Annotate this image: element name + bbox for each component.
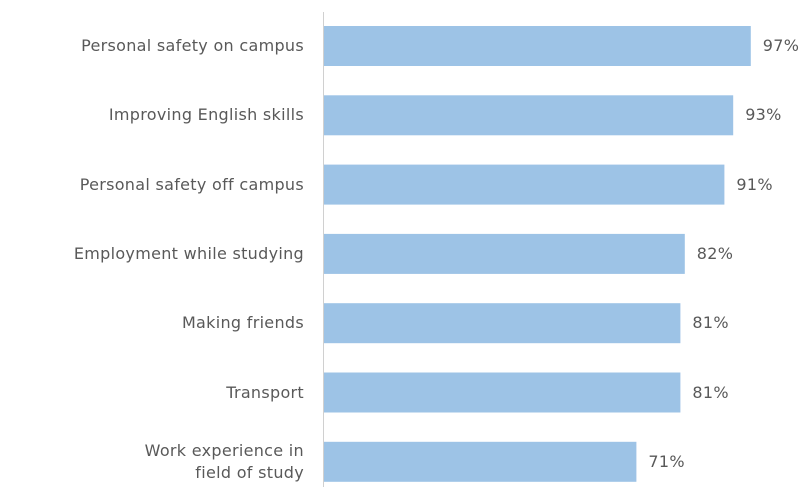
- value-label: 97%: [762, 36, 800, 55]
- category-label: Employment while studying: [73, 243, 304, 263]
- value-label: 93%: [745, 105, 782, 125]
- category-label: Improving English skills: [108, 105, 304, 125]
- value-label: 82%: [696, 243, 734, 263]
- value-label: 71%: [648, 451, 685, 471]
- category-label: Making friends: [181, 313, 304, 333]
- value-label: 91%: [736, 174, 773, 194]
- category-label: Personal safety off campus: [79, 174, 304, 194]
- category-label: Transport: [226, 382, 304, 402]
- bar: [324, 303, 681, 344]
- bar: [324, 372, 681, 413]
- bar: [324, 441, 637, 482]
- bar: [324, 95, 734, 136]
- bar: [324, 164, 725, 205]
- value-label: 81%: [692, 382, 729, 402]
- bar: [324, 233, 685, 274]
- category-label: Work experience in field of study: [144, 440, 304, 482]
- category-label: Personal safety on campus: [81, 36, 304, 55]
- value-label: 81%: [692, 313, 729, 333]
- bar: [324, 26, 751, 66]
